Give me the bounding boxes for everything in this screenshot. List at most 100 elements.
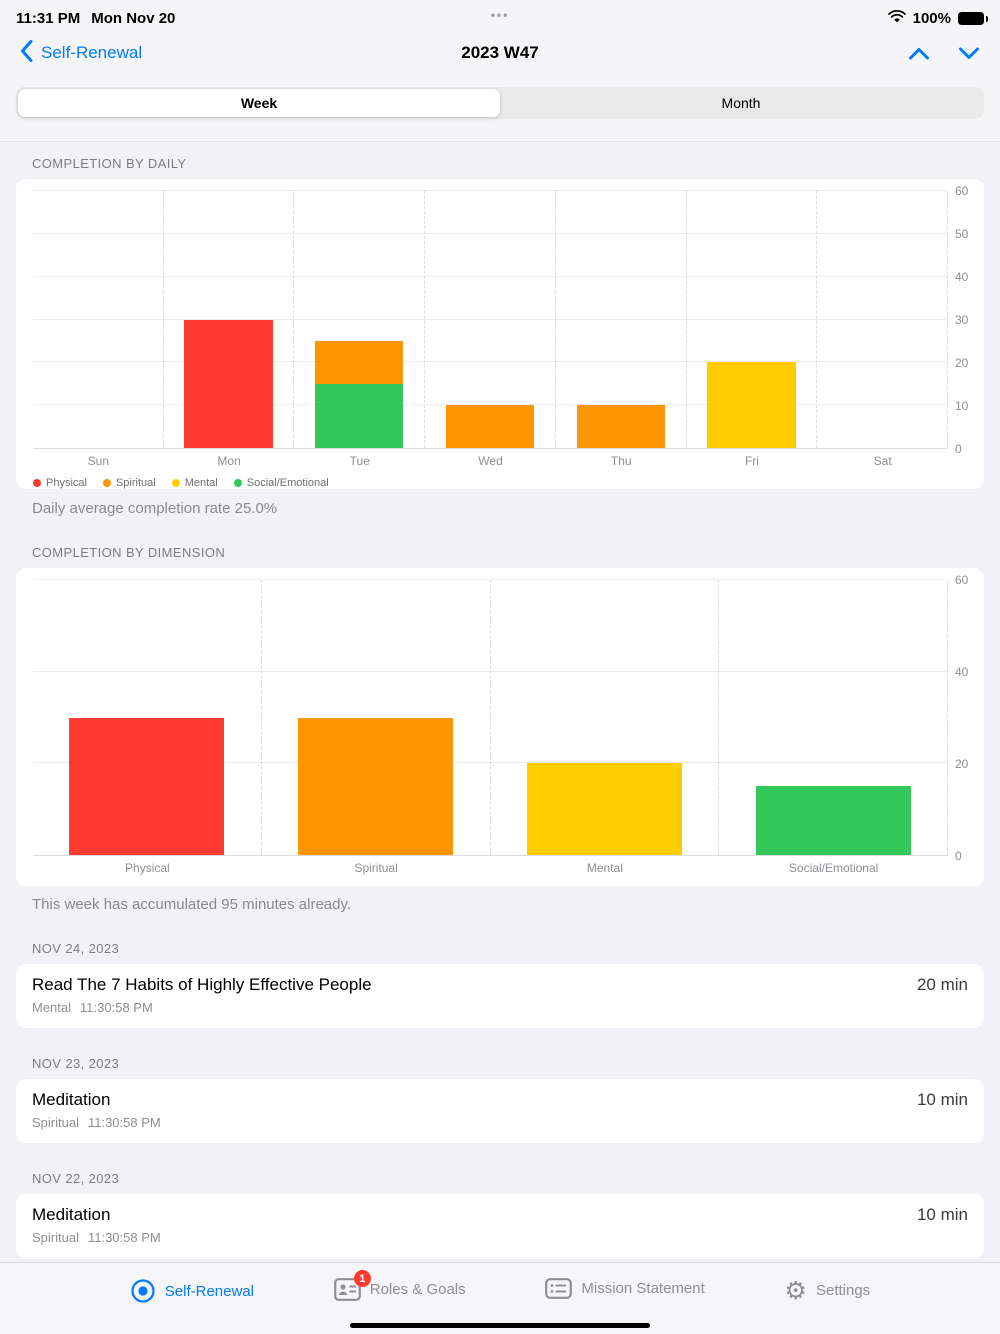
plot-area: [33, 579, 948, 856]
bar-stack: [184, 191, 273, 448]
wifi-icon: [887, 10, 906, 27]
h-gridline: [33, 232, 947, 234]
week-nav-controls: [908, 47, 980, 60]
legend-item-mental: Mental: [171, 477, 218, 489]
legend-label: Social/Emotional: [246, 477, 329, 489]
entry-card[interactable]: Read The 7 Habits of Highly Effective Pe…: [16, 964, 984, 1028]
tab-self-renewal[interactable]: Self-Renewal: [130, 1278, 254, 1304]
bar-stack: [755, 580, 911, 855]
bar-stack: [315, 191, 404, 448]
entry-dimension: Spiritual: [32, 1115, 79, 1130]
bar-spiritual: [576, 405, 665, 448]
back-button[interactable]: Self-Renewal: [20, 39, 143, 67]
entry-duration: 10 min: [916, 1090, 968, 1109]
segment-month[interactable]: Month: [721, 95, 761, 111]
y-tick-label: 60: [955, 184, 969, 198]
tab-bar: Self-Renewal 1 Roles & Goals Mission: [0, 1262, 1000, 1334]
previous-week-button[interactable]: [908, 47, 930, 60]
y-tick-label: 40: [955, 665, 969, 679]
bar-spiritual: [445, 405, 535, 448]
x-label-mon: Mon: [217, 454, 241, 468]
home-indicator[interactable]: [350, 1323, 650, 1328]
status-bar: 11:31 PM Mon Nov 20 ••• 100%: [0, 0, 1000, 30]
tab-label: Roles & Goals: [369, 1281, 466, 1298]
h-gridline: [33, 190, 947, 191]
x-label-thu: Thu: [610, 454, 632, 468]
entry-date-header: NOV 23, 2023: [32, 1056, 120, 1071]
y-tick-label: 0: [955, 849, 962, 863]
h-gridline: [33, 404, 947, 406]
legend-dot-spiritual: [102, 479, 111, 487]
bar-social-emotional: [755, 786, 911, 855]
entry-card[interactable]: Meditation 10 min Spiritual 11:30:58 PM: [16, 1194, 984, 1258]
daily-section-header: COMPLETION BY DAILY: [32, 156, 187, 171]
y-axis: 0 20 40 60: [948, 573, 984, 863]
h-gridline: [33, 361, 947, 363]
clock-text: 11:31 PM: [16, 10, 81, 27]
accumulated-minutes-caption: This week has accumulated 95 minutes alr…: [32, 896, 352, 913]
back-label: Self-Renewal: [41, 43, 143, 62]
x-labels: Sun Mon Tue Wed Thu Fri Sat: [33, 449, 948, 468]
date-text: Mon Nov 20: [91, 10, 176, 27]
tab-label: Self-Renewal: [164, 1282, 254, 1300]
legend-item-physical: Physical: [33, 477, 87, 489]
entry-group-3: NOV 22, 2023 Meditation 10 min Spiritual…: [0, 1171, 1000, 1258]
chart-column-physical: [33, 580, 261, 855]
h-gridline: [33, 579, 947, 580]
bar-stack: [576, 191, 665, 448]
tab-mission-statement[interactable]: Mission Statement: [545, 1278, 705, 1299]
battery-percent-text: 100%: [912, 10, 951, 27]
bar-physical: [184, 319, 273, 448]
entry-duration: 10 min: [916, 1205, 968, 1224]
x-label-social-emotional: Social/Emotional: [788, 861, 879, 875]
battery-icon: [958, 12, 988, 25]
multitask-dots-icon: •••: [490, 8, 510, 22]
x-label-tue: Tue: [349, 454, 370, 468]
bar-social-emotional: [315, 383, 404, 448]
y-tick-label: 20: [955, 757, 969, 771]
legend-label: Spiritual: [115, 477, 156, 489]
gear-icon: ⚙︎: [784, 1276, 807, 1305]
entry-top-row: Read The 7 Habits of Highly Effective Pe…: [32, 975, 968, 995]
entry-dimension: Spiritual: [32, 1230, 79, 1245]
entry-title: Meditation: [32, 1090, 111, 1109]
chart-column-tue: [293, 191, 424, 448]
y-tick-label: 50: [955, 227, 969, 241]
chart-column-spiritual: [260, 580, 490, 855]
entry-dimension: Mental: [32, 1000, 72, 1015]
bar-spiritual: [315, 340, 404, 384]
x-labels: Physical Spiritual Mental Social/Emotional: [33, 856, 948, 875]
chart-column-fri: [685, 191, 817, 448]
dimension-section-header: COMPLETION BY DIMENSION: [32, 545, 226, 560]
header-area: 11:31 PM Mon Nov 20 ••• 100% Self-Re: [0, 0, 1000, 142]
chart-column-thu: [554, 191, 686, 448]
x-label-sat: Sat: [873, 454, 892, 468]
bar-stack: [445, 191, 535, 448]
x-label-wed: Wed: [478, 454, 503, 468]
entry-sub-row: Spiritual 11:30:58 PM: [32, 1230, 968, 1245]
entry-group-2: NOV 23, 2023 Meditation 10 min Spiritual…: [0, 1056, 1000, 1143]
dimension-chart-body: 0 20 40 60: [16, 568, 984, 863]
tab-roles-goals[interactable]: 1 Roles & Goals: [333, 1270, 466, 1301]
tab-settings[interactable]: ⚙︎ Settings: [785, 1278, 871, 1303]
next-week-button[interactable]: [958, 47, 980, 60]
tab-label: Settings: [815, 1282, 871, 1299]
h-gridline: [33, 275, 947, 277]
entry-card[interactable]: Meditation 10 min Spiritual 11:30:58 PM: [16, 1079, 984, 1143]
legend-dot-social-emotional: [233, 479, 242, 487]
segment-week[interactable]: Week: [18, 89, 500, 117]
legend-dot-physical: [33, 479, 41, 487]
page-title: 2023 W47: [461, 43, 539, 62]
daily-average-caption: Daily average completion rate 25.0%: [32, 500, 278, 517]
y-tick-label: 0: [955, 442, 962, 456]
chart-column-sat: [816, 191, 947, 448]
entry-title: Meditation: [32, 1205, 111, 1224]
bar-stack: [526, 580, 682, 855]
y-tick-label: 40: [955, 270, 969, 284]
dimension-chart-card: 0 20 40 60 Physical Spiritual Mental Social/Em…: [16, 568, 984, 886]
y-tick-label: 10: [955, 399, 969, 413]
entry-sub-row: Spiritual 11:30:58 PM: [32, 1115, 968, 1130]
chart-column-mon: [162, 191, 294, 448]
entry-duration: 20 min: [916, 975, 968, 994]
roles-badge: 1: [353, 1270, 371, 1287]
